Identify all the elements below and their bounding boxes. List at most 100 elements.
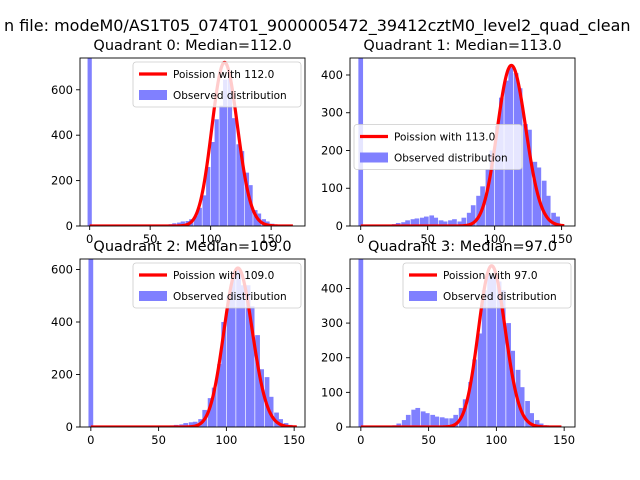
axes-frame (79, 258, 306, 428)
histogram-bar (453, 414, 459, 427)
histogram-bar (419, 217, 425, 226)
histogram-bar (180, 221, 185, 226)
histogram-bar (434, 416, 440, 427)
x-tick-label: 100 (485, 433, 507, 447)
subplot-quadrant-1: 0 50 100 150 0 100 200 300 400 Quadrant 1: Median… (321, 38, 576, 246)
histogram-bar (249, 306, 255, 427)
subplot-title: Quadrant 3: Median=97.0 (368, 239, 557, 255)
legend-curve-label: Poission with 109.0 (173, 270, 274, 282)
histogram-bar (525, 401, 530, 427)
histogram-bar (423, 216, 429, 226)
x-tick-label: 0 (86, 232, 93, 246)
histogram-bar (206, 166, 211, 226)
subplot-quadrant-0: 0 50 100 150 0 200 400 600 Quadrant 0: Median=11… (51, 38, 306, 246)
subplot-title: Quadrant 1: Median=113.0 (363, 38, 561, 54)
poisson-curve (359, 264, 563, 427)
legend: Poission with 109.0 Observed distribution (132, 262, 302, 309)
x-tick-label: 0 (357, 433, 364, 447)
x-tick-label: 50 (421, 433, 436, 447)
histogram-bar (223, 79, 228, 226)
histogram-bar (214, 119, 219, 226)
x-tick-label: 150 (553, 433, 575, 447)
histogram-bar (226, 295, 232, 427)
histogram-bar (415, 407, 421, 427)
histogram-bar (244, 172, 250, 226)
histogram-bar (438, 220, 444, 226)
histogram-bar (207, 398, 213, 427)
legend-hist-label: Observed distribution (173, 90, 287, 102)
histogram-bar (405, 220, 410, 226)
histogram-bar (487, 274, 492, 427)
x-tick-label: 150 (260, 232, 282, 246)
legend: Poission with 97.0 Observed distribution (402, 262, 572, 309)
y-tick-label: 300 (321, 106, 343, 120)
histogram-bar (477, 333, 483, 427)
legend-hist-swatch (360, 152, 388, 163)
legend-hist-swatch (139, 291, 167, 301)
y-tick-label: 400 (51, 128, 73, 142)
legend-hist-swatch (139, 90, 167, 100)
legend-box (132, 61, 302, 108)
histogram-bar (457, 221, 463, 226)
histogram-bar (410, 219, 416, 226)
histogram-bar (442, 221, 448, 226)
histogram-bar (236, 268, 241, 427)
histogram-bar (500, 290, 506, 427)
histogram-bar (462, 399, 468, 427)
histogram-bar (496, 281, 502, 427)
y-tick-label: 600 (51, 83, 73, 97)
poisson-curve (89, 266, 298, 427)
histogram-bar (358, 259, 364, 427)
y-tick-label: 200 (51, 174, 73, 188)
histogram-bar (211, 387, 217, 427)
histogram-bar (230, 272, 236, 427)
histogram-bar (239, 151, 245, 226)
x-tick-label: 150 (551, 232, 573, 246)
y-tick-label: 400 (321, 68, 343, 82)
legend: Poission with 112.0 Observed distribution (132, 61, 302, 108)
x-tick-label: 100 (484, 232, 506, 246)
y-tick-label: 0 (66, 219, 73, 233)
subplot-title: Quadrant 2: Median=109.0 (93, 239, 291, 255)
axes-frame (349, 57, 576, 227)
histogram-bar (231, 118, 236, 226)
histogram-bar (227, 78, 233, 226)
histogram-bar (429, 215, 435, 226)
x-tick-label: 150 (283, 433, 305, 447)
axes-frame (79, 57, 306, 227)
histogram-bar (439, 417, 445, 427)
histogram-bar (523, 124, 528, 226)
figure-suptitle: n file: modeM0/AS1T05_074T01_9000005472_… (4, 16, 631, 36)
histogram-bar (221, 322, 227, 427)
histogram-bar (236, 144, 241, 226)
histogram-bar (414, 218, 420, 226)
axes-frame (349, 258, 576, 428)
y-tick-label: 600 (51, 263, 73, 277)
histogram-bar (529, 413, 534, 427)
histogram-bar (472, 359, 478, 427)
x-tick-label: 50 (420, 232, 435, 246)
histogram-bar (491, 276, 497, 427)
histogram-bar (210, 142, 216, 226)
histogram-bar (424, 413, 430, 427)
histogram-bar (494, 125, 500, 226)
histogram-bar (411, 409, 417, 427)
subplot-quadrant-2: 0 50 100 150 0 200 400 600 Quadrant 2: Median=10… (51, 239, 306, 447)
histogram-bar (405, 414, 411, 427)
histogram-bar (188, 422, 194, 427)
histogram-bar (433, 217, 439, 226)
legend-hist-label: Observed distribution (173, 291, 287, 303)
y-tick-label: 100 (321, 385, 343, 399)
y-tick-label: 300 (321, 316, 343, 330)
histogram-bar (245, 285, 251, 427)
histogram-bar (197, 207, 202, 226)
legend-hist-label: Observed distribution (394, 153, 508, 165)
legend-curve-label: Poission with 113.0 (394, 132, 495, 144)
legend-box (402, 262, 572, 309)
legend-curve-label: Poission with 97.0 (443, 270, 538, 282)
subplot-quadrant-3: 0 50 100 150 0 100 200 300 400 Quadrant 3: Median… (321, 239, 576, 447)
histogram-bar (541, 180, 547, 226)
y-tick-label: 200 (51, 368, 73, 382)
y-tick-label: 200 (321, 351, 343, 365)
